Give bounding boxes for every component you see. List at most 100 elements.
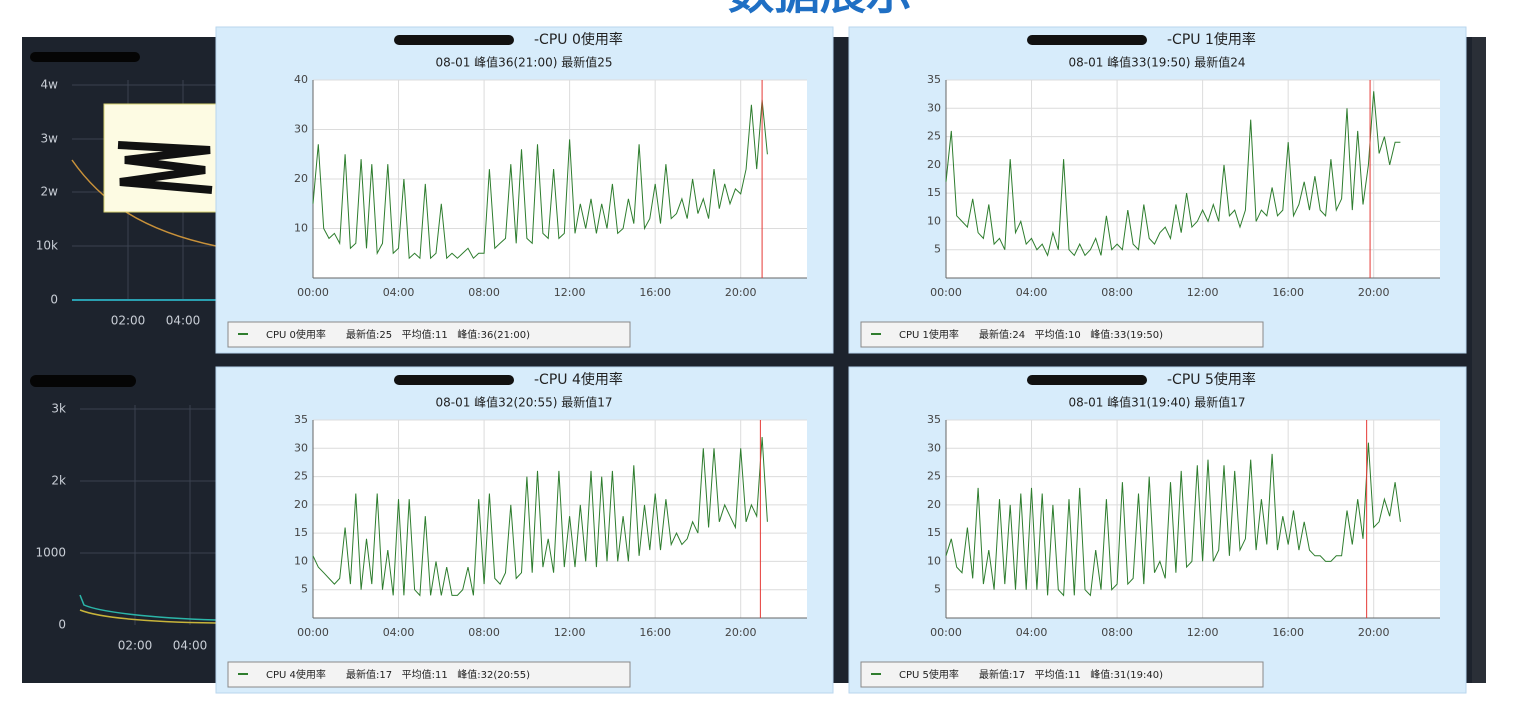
legend-box xyxy=(860,321,1264,348)
redaction xyxy=(394,35,514,45)
y-tick-label: 5 xyxy=(301,583,308,596)
y-tick-label: 2w xyxy=(41,185,59,199)
x-tick-label: 12:00 xyxy=(1187,626,1219,639)
x-tick-label: 02:00 xyxy=(118,639,153,653)
y-tick-label: 10 xyxy=(927,554,941,567)
series-line xyxy=(312,436,768,597)
x-tick-label: 12:00 xyxy=(1187,286,1219,299)
x-tick-label: 00:00 xyxy=(297,286,329,299)
y-tick-label: 3k xyxy=(51,402,66,416)
series-line xyxy=(312,99,768,260)
y-tick-label: 10 xyxy=(294,554,308,567)
x-tick-label: 04:00 xyxy=(173,639,208,653)
x-tick-label: 00:00 xyxy=(297,626,329,639)
series-line xyxy=(945,442,1401,597)
x-tick-label: 08:00 xyxy=(1101,286,1133,299)
chart-panel: -CPU 0使用率 08-01 峰值36(21:00) 最新值25 10 20 30 40… xyxy=(215,26,834,354)
y-tick-label: 20 xyxy=(927,158,941,171)
y-tick-label: 35 xyxy=(294,413,308,426)
chart-subtitle: 08-01 峰值36(21:00) 最新值25 xyxy=(436,55,613,70)
y-tick-label: 30 xyxy=(927,101,941,114)
x-tick-label: 16:00 xyxy=(639,626,671,639)
legend-box xyxy=(227,321,631,348)
dark-curve xyxy=(79,609,217,624)
y-tick-label: 30 xyxy=(294,441,308,454)
chart-title: -CPU 1使用率 xyxy=(1167,31,1256,48)
y-tick-label: 10k xyxy=(36,239,58,253)
y-tick-label: 25 xyxy=(294,470,308,483)
series-line xyxy=(945,91,1401,257)
y-tick-label: 20 xyxy=(294,172,308,185)
y-tick-label: 15 xyxy=(294,526,308,539)
x-tick-label: 04:00 xyxy=(166,314,201,328)
y-tick-label: 40 xyxy=(294,73,308,86)
x-tick-label: 12:00 xyxy=(554,626,586,639)
legend-label: CPU 5使用率 xyxy=(899,668,959,681)
x-tick-label: 04:00 xyxy=(383,626,415,639)
x-tick-label: 20:00 xyxy=(725,626,757,639)
y-tick-label: 0 xyxy=(50,293,58,307)
y-tick-label: 3w xyxy=(41,132,59,146)
legend-stats: 最新值:17 平均值:11 峰值:31(19:40) xyxy=(979,668,1163,681)
redacted-label xyxy=(30,52,140,62)
x-tick-label: 20:00 xyxy=(725,286,757,299)
legend-stats: 最新值:17 平均值:11 峰值:32(20:55) xyxy=(346,668,530,681)
x-tick-label: 08:00 xyxy=(468,286,500,299)
chart-title: -CPU 0使用率 xyxy=(534,31,623,48)
dark-curve xyxy=(79,594,217,621)
legend-box xyxy=(227,661,631,688)
plot-area xyxy=(946,420,1440,618)
x-tick-label: 00:00 xyxy=(930,286,962,299)
x-tick-label: 04:00 xyxy=(1016,626,1048,639)
x-tick-label: 16:00 xyxy=(1272,626,1304,639)
scrollbar xyxy=(1472,37,1486,683)
chart-panel: -CPU 4使用率 08-01 峰值32(20:55) 最新值17 5 10 15 20 2… xyxy=(215,366,834,694)
x-tick-label: 02:00 xyxy=(111,314,146,328)
x-tick-label: 16:00 xyxy=(1272,286,1304,299)
y-tick-label: 10 xyxy=(927,214,941,227)
dark-labels: 4w 3w 2w 10k 0 02:00 04:00 3k 2k 1000 0 02:00 04:00 xyxy=(35,78,207,653)
plot-area xyxy=(946,80,1440,278)
chart-panel: -CPU 1使用率 08-01 峰值33(19:50) 最新值24 5 10 15 20 2… xyxy=(848,26,1467,354)
y-tick-label: 5 xyxy=(934,243,941,256)
legend-label: CPU 4使用率 xyxy=(266,668,326,681)
y-tick-label: 35 xyxy=(927,73,941,86)
legend-label: CPU 1使用率 xyxy=(899,328,959,341)
x-tick-label: 20:00 xyxy=(1358,626,1390,639)
legend-box xyxy=(860,661,1264,688)
y-tick-label: 20 xyxy=(294,498,308,511)
x-tick-label: 08:00 xyxy=(468,626,500,639)
chart-title: -CPU 5使用率 xyxy=(1167,371,1256,388)
y-tick-label: 1000 xyxy=(35,546,66,560)
x-tick-label: 00:00 xyxy=(930,626,962,639)
y-tick-label: 5 xyxy=(934,583,941,596)
chart-subtitle: 08-01 峰值31(19:40) 最新值17 xyxy=(1069,395,1246,410)
page-title: 数据展示 xyxy=(728,0,912,20)
y-tick-label: 15 xyxy=(927,186,941,199)
chart-title: -CPU 4使用率 xyxy=(534,371,623,388)
y-tick-label: 25 xyxy=(927,470,941,483)
chart-subtitle: 08-01 峰值32(20:55) 最新值17 xyxy=(436,395,613,410)
legend-stats: 最新值:24 平均值:10 峰值:33(19:50) xyxy=(979,328,1163,341)
x-tick-label: 16:00 xyxy=(639,286,671,299)
redacted-label xyxy=(30,375,136,387)
y-tick-label: 4w xyxy=(41,78,59,92)
y-tick-label: 35 xyxy=(927,413,941,426)
plot-area xyxy=(313,420,807,618)
y-tick-label: 0 xyxy=(58,618,66,632)
chart-subtitle: 08-01 峰值33(19:50) 最新值24 xyxy=(1069,55,1246,70)
y-tick-label: 30 xyxy=(294,123,308,136)
y-tick-label: 15 xyxy=(927,526,941,539)
x-tick-label: 12:00 xyxy=(554,286,586,299)
y-tick-label: 20 xyxy=(927,498,941,511)
redaction xyxy=(117,141,213,194)
redaction xyxy=(1027,35,1147,45)
redaction xyxy=(1027,375,1147,385)
x-tick-label: 04:00 xyxy=(383,286,415,299)
chart-panel: -CPU 5使用率 08-01 峰值31(19:40) 最新值17 5 10 15 20 2… xyxy=(848,366,1467,694)
x-tick-label: 08:00 xyxy=(1101,626,1133,639)
redaction xyxy=(394,375,514,385)
y-tick-label: 30 xyxy=(927,441,941,454)
